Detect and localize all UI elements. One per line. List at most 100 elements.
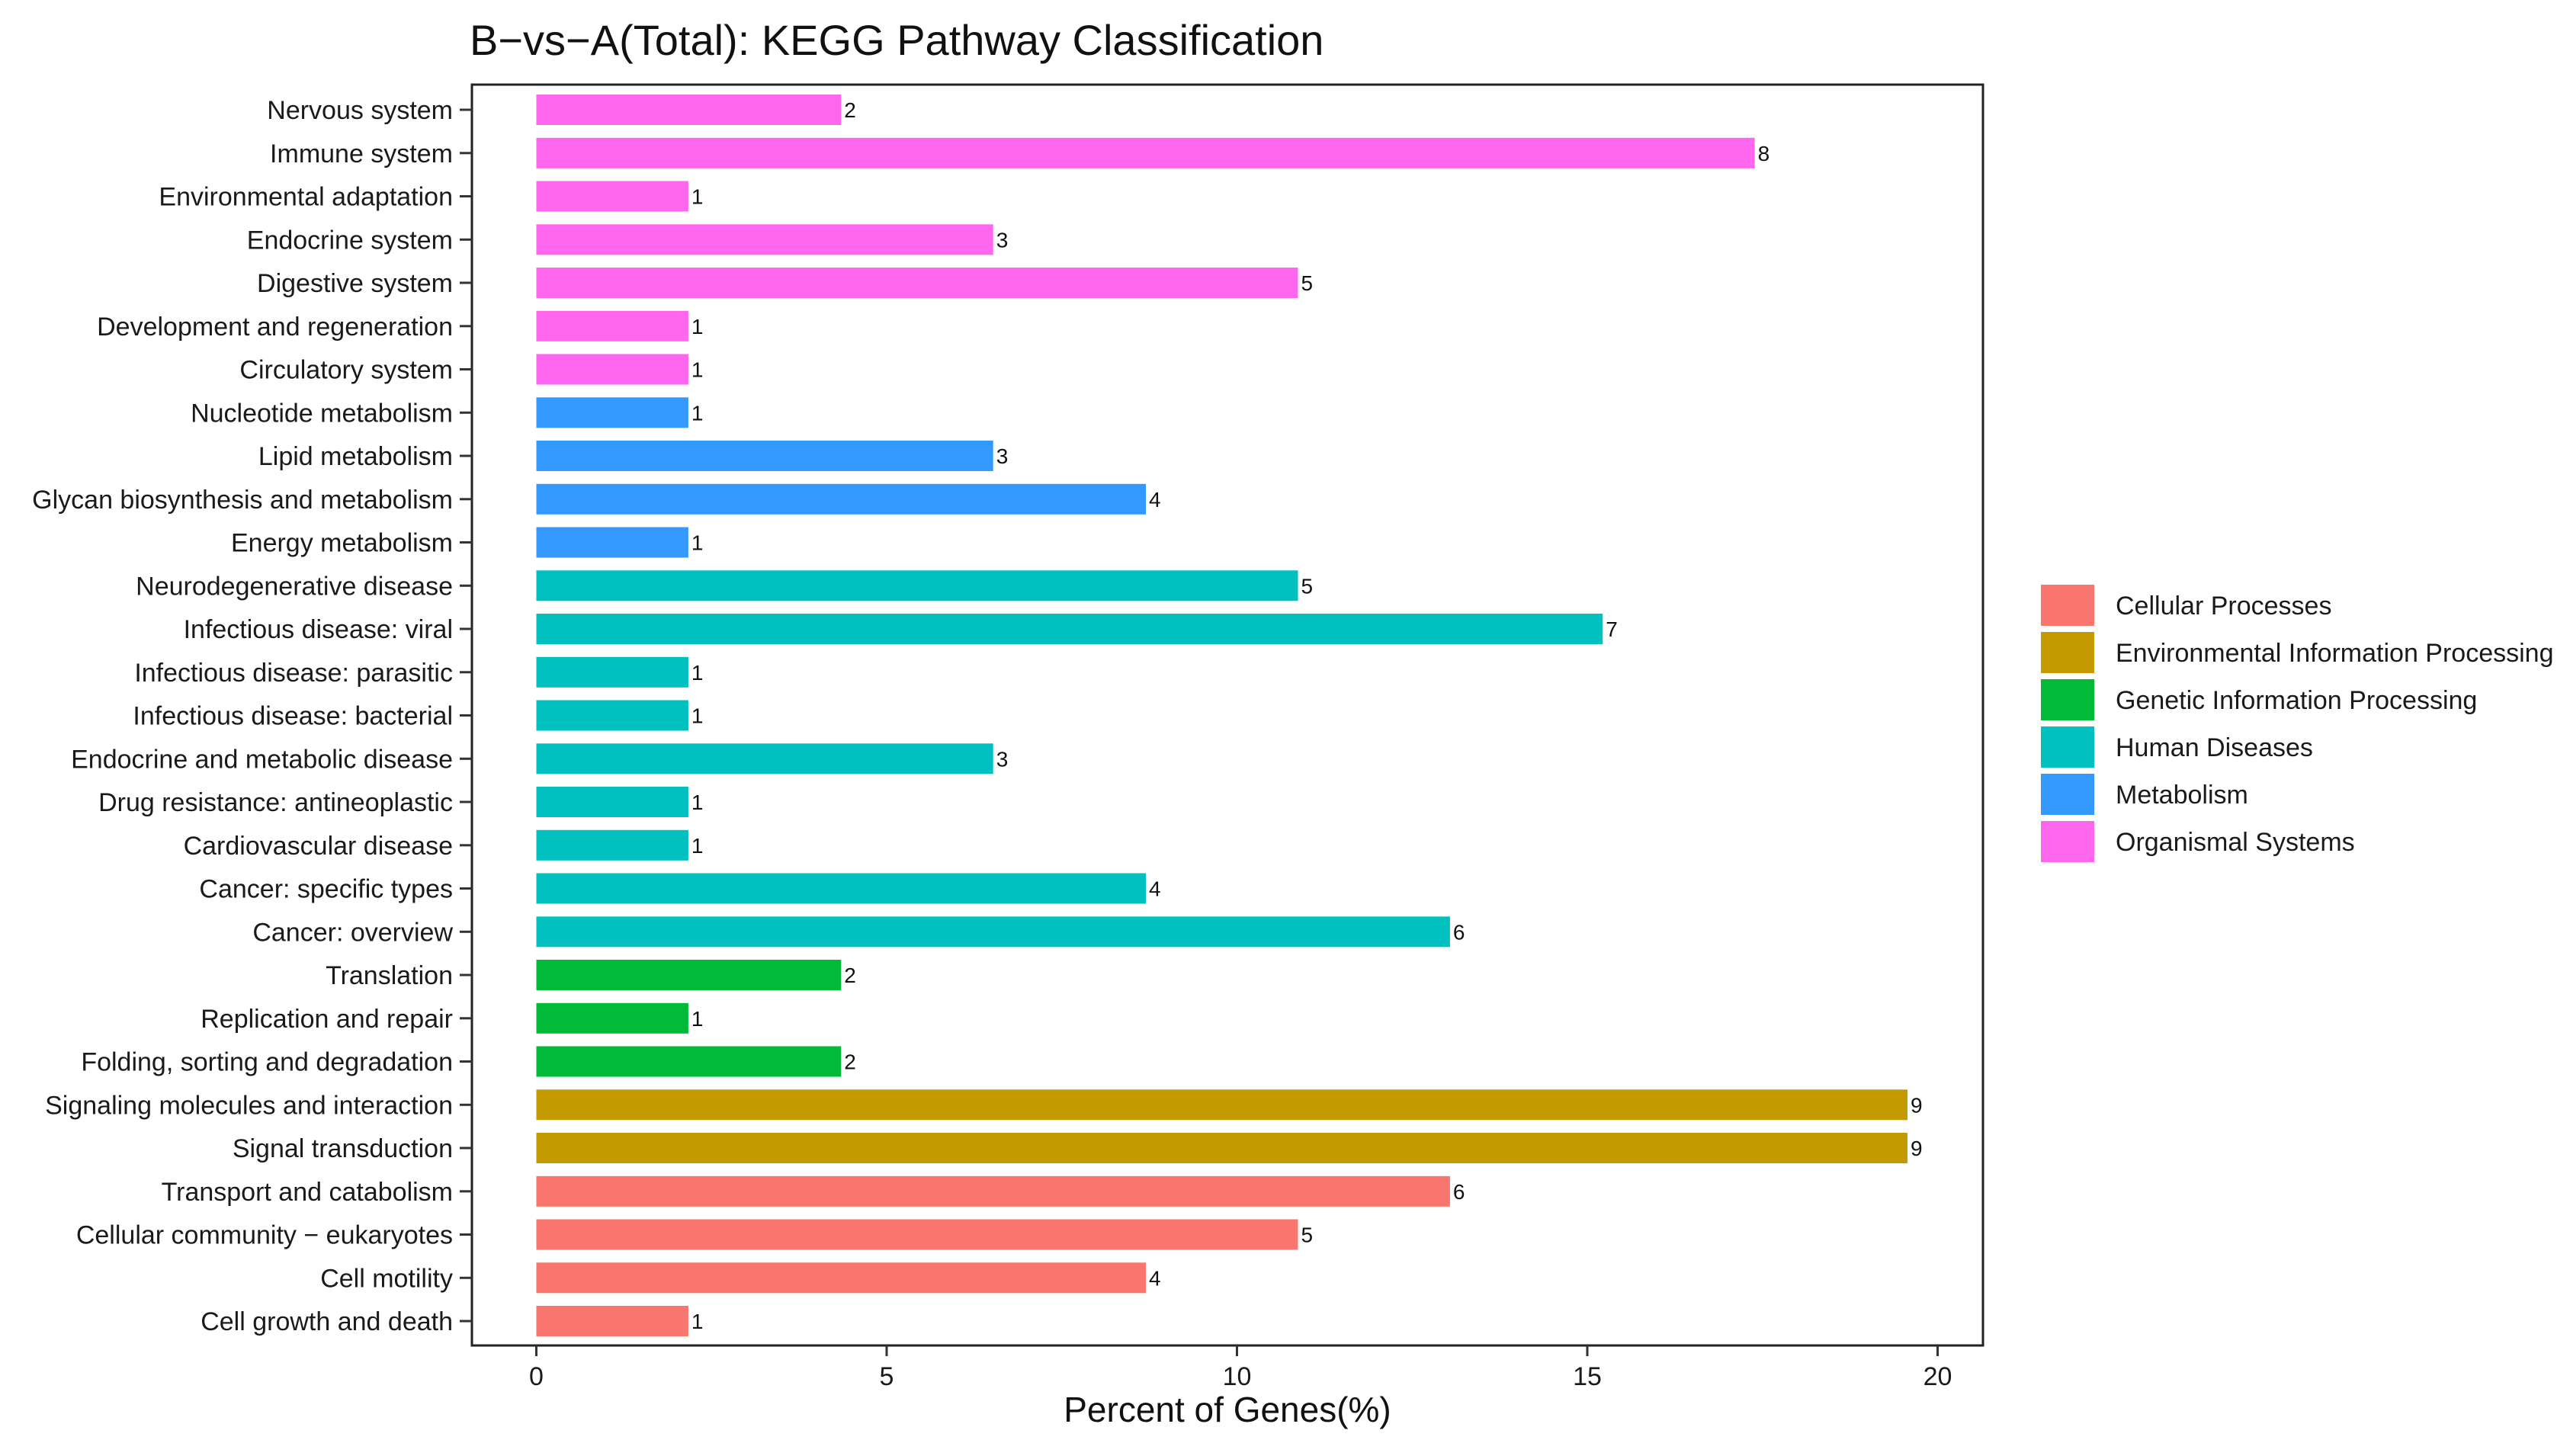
y-tick-label: Nucleotide metabolism — [191, 399, 453, 428]
x-axis: 0 5 10 15 20 — [529, 1345, 1952, 1391]
x-tick-label: 15 — [1573, 1362, 1602, 1391]
legend-label: Human Diseases — [2116, 733, 2313, 762]
bar-count-label: 7 — [1606, 617, 1618, 641]
bar — [536, 743, 993, 775]
bar-count-label: 2 — [844, 98, 856, 122]
legend-label: Genetic Information Processing — [2116, 686, 2477, 715]
y-tick-label: Energy metabolism — [231, 529, 453, 558]
y-tick-label: Drug resistance: antineoplastic — [98, 788, 453, 817]
bar — [536, 700, 688, 731]
y-tick-label: Infectious disease: bacterial — [133, 702, 453, 731]
bar — [536, 1262, 1146, 1294]
bar — [536, 1133, 1907, 1163]
bar-count-label: 1 — [691, 185, 704, 209]
bar — [536, 224, 993, 255]
bar-count-label: 1 — [691, 358, 704, 382]
x-axis-title: Percent of Genes(%) — [1064, 1390, 1391, 1429]
y-tick-label: Transport and catabolism — [162, 1178, 453, 1207]
bar — [536, 916, 1450, 948]
bar-count-label: 8 — [1758, 142, 1770, 165]
x-tick-label: 0 — [529, 1362, 544, 1391]
y-tick-label: Digestive system — [257, 269, 453, 298]
bar-count-label: 2 — [844, 964, 856, 987]
y-tick-label: Endocrine and metabolic disease — [71, 745, 453, 774]
bar-count-label: 1 — [691, 661, 704, 685]
bar-count-label: 5 — [1301, 574, 1314, 598]
bar — [536, 441, 993, 471]
legend-swatch — [2041, 726, 2094, 768]
bar-count-label: 6 — [1453, 920, 1465, 944]
bar-count-label: 4 — [1149, 1266, 1161, 1290]
y-tick-label: Signaling molecules and interaction — [45, 1091, 453, 1120]
bar — [536, 310, 688, 342]
bar — [536, 268, 1298, 298]
bar-count-label: 3 — [996, 228, 1009, 252]
bar — [536, 397, 688, 428]
bar — [536, 1306, 688, 1336]
legend: Cellular Processes Environmental Informat… — [2041, 585, 2554, 862]
bar-count-label: 3 — [996, 444, 1009, 468]
bar-count-label: 2 — [844, 1050, 856, 1074]
bar-count-label: 3 — [996, 747, 1009, 771]
x-tick-label: 20 — [1923, 1362, 1952, 1391]
legend-swatch — [2041, 821, 2094, 862]
y-tick-label: Infectious disease: viral — [184, 615, 453, 644]
bar-count-label: 5 — [1301, 271, 1314, 295]
y-tick-label: Glycan biosynthesis and metabolism — [32, 486, 453, 515]
bar — [536, 137, 1755, 168]
bar-count-label: 1 — [691, 401, 704, 425]
y-tick-label: Cancer: specific types — [199, 875, 453, 904]
bar — [536, 354, 688, 385]
bars-layer: 2 8 1 3 5 1 1 1 3 4 1 5 7 1 1 3 1 1 4 6 2 1 2 9 9 6 5 4 1 — [536, 95, 1923, 1336]
y-tick-label: Neurodegenerative disease — [136, 572, 453, 601]
y-tick-label: Translation — [326, 961, 453, 990]
y-tick-label: Circulatory system — [239, 356, 453, 385]
bar-count-label: 4 — [1149, 488, 1161, 512]
legend-swatch — [2041, 585, 2094, 626]
y-tick-label: Replication and repair — [201, 1005, 453, 1034]
legend-label: Metabolism — [2116, 781, 2248, 810]
y-tick-label: Endocrine system — [247, 226, 453, 255]
bar — [536, 1002, 688, 1034]
bar — [536, 483, 1146, 515]
y-tick-label: Lipid metabolism — [258, 442, 453, 471]
y-tick-label: Infectious disease: parasitic — [134, 659, 453, 688]
legend-label: Organismal Systems — [2116, 828, 2355, 857]
bar-count-label: 1 — [691, 531, 704, 555]
x-tick-label: 10 — [1223, 1362, 1252, 1391]
bar — [536, 95, 842, 125]
y-tick-label: Immune system — [270, 140, 453, 168]
bar — [536, 181, 688, 212]
bar — [536, 1219, 1298, 1250]
legend-label: Environmental Information Processing — [2116, 639, 2554, 668]
legend-swatch — [2041, 679, 2094, 720]
bar — [536, 527, 688, 558]
y-axis-labels: Nervous system Immune system Environmental… — [32, 96, 472, 1336]
legend-swatch — [2041, 632, 2094, 673]
y-tick-label: Environmental adaptation — [159, 183, 453, 212]
bar-count-label: 9 — [1911, 1137, 1923, 1160]
y-tick-label: Signal transduction — [233, 1134, 453, 1163]
bar-count-label: 9 — [1911, 1093, 1923, 1117]
bar-count-label: 5 — [1301, 1223, 1314, 1247]
bar — [536, 1089, 1907, 1121]
chart-title: B−vs−A(Total): KEGG Pathway Classificati… — [470, 16, 1324, 64]
y-tick-label: Nervous system — [267, 96, 453, 125]
bar-count-label: 4 — [1149, 877, 1161, 901]
y-tick-label: Folding, sorting and degradation — [81, 1048, 453, 1077]
legend-swatch — [2041, 774, 2094, 815]
bar-count-label: 1 — [691, 834, 704, 858]
bar-count-label: 1 — [691, 1007, 704, 1031]
bar — [536, 787, 688, 817]
bar-count-label: 1 — [691, 791, 704, 814]
y-tick-label: Development and regeneration — [97, 313, 453, 342]
bar — [536, 1175, 1450, 1207]
y-tick-label: Cardiovascular disease — [184, 832, 453, 861]
bar — [536, 656, 688, 688]
bar-count-label: 1 — [691, 315, 704, 338]
bar — [536, 829, 688, 861]
bar — [536, 960, 842, 990]
bar-count-label: 1 — [691, 1310, 704, 1333]
bar — [536, 570, 1298, 601]
